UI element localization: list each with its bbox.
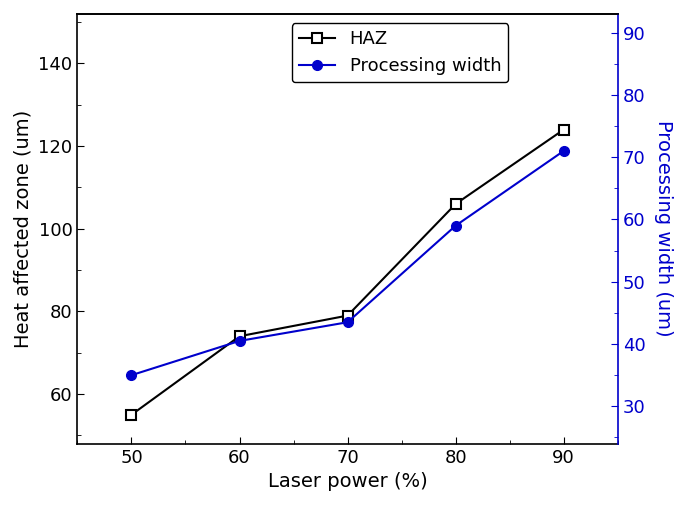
Processing width: [236, 338, 244, 344]
HAZ: [344, 313, 352, 319]
X-axis label: Laser power (%): Laser power (%): [268, 472, 427, 491]
Processing width: [344, 319, 352, 325]
HAZ: [451, 201, 460, 207]
Processing width: [560, 148, 568, 154]
Processing width: [127, 372, 135, 378]
Processing width: [451, 223, 460, 229]
Line: HAZ: HAZ: [126, 125, 569, 420]
HAZ: [560, 127, 568, 133]
Legend: HAZ, Processing width: HAZ, Processing width: [292, 23, 508, 82]
Y-axis label: Heat affected zone (um): Heat affected zone (um): [14, 110, 33, 348]
Y-axis label: Processing width (um): Processing width (um): [654, 121, 673, 337]
HAZ: [127, 412, 135, 418]
HAZ: [236, 333, 244, 339]
Line: Processing width: Processing width: [126, 146, 569, 380]
